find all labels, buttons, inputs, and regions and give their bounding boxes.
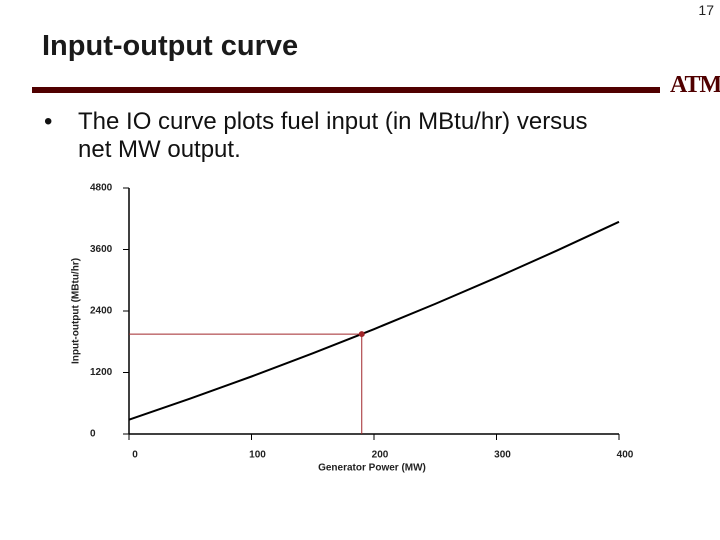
slide-title: Input-output curve [42,30,299,62]
x-tick-label: 400 [617,450,634,461]
y-tick-label: 0 [90,429,96,440]
y-tick-label: 3600 [90,244,113,255]
y-tick-label: 2400 [90,306,113,317]
x-tick-label: 200 [372,450,389,461]
y-tick-label: 1200 [90,367,113,378]
x-axis-label: Generator Power (MW) [318,463,426,474]
bullet-text: The IO curve plots fuel input (in MBtu/h… [78,108,588,163]
y-tick-label: 4800 [90,183,113,194]
bullet-dot: • [44,108,53,135]
bullet: • The IO curve plots fuel input (in MBtu/… [44,108,604,164]
y-axis-label: Input-output (MBtu/hr) [71,258,82,364]
page-number: 17 [698,2,714,18]
x-tick-label: 300 [494,450,511,461]
x-tick-label: 100 [249,450,266,461]
x-tick-label: 0 [132,450,138,461]
io-curve [128,220,620,421]
title-bar [32,87,660,93]
logo: ATM [670,72,720,98]
operating-point [358,331,365,338]
